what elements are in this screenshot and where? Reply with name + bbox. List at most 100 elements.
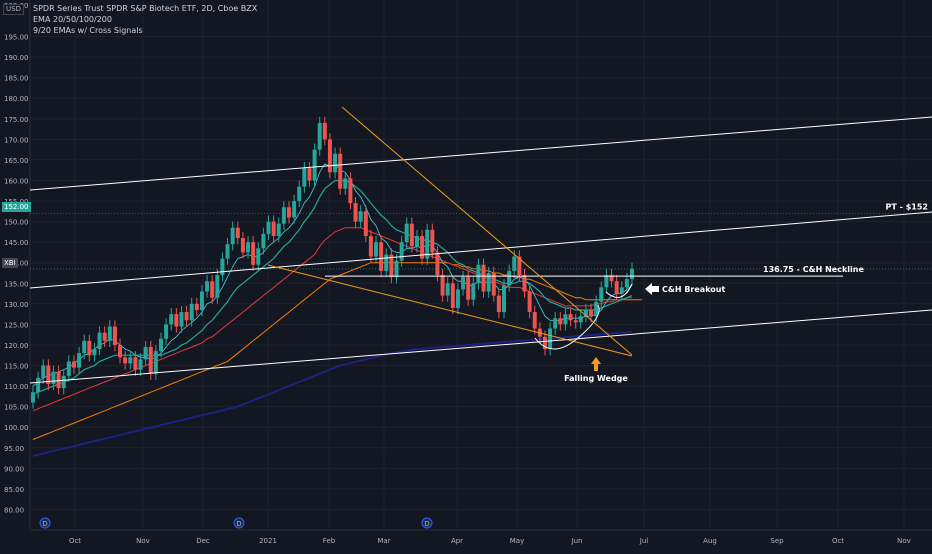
candle-body — [220, 258, 225, 276]
candle-body — [363, 211, 368, 236]
candle-body — [302, 168, 307, 187]
candle-body — [399, 242, 404, 261]
price-target-label: PT - $152 — [886, 202, 928, 211]
candle-body — [215, 275, 220, 298]
wedge-arrow-icon — [591, 357, 601, 371]
legend-title: SPDR Series Trust SPDR S&P Biotech ETF, … — [33, 4, 258, 13]
ema50-line — [32, 227, 632, 412]
candle-body — [107, 326, 112, 341]
candle-body — [276, 223, 281, 236]
candle-body — [240, 238, 245, 253]
candle-body — [374, 242, 379, 257]
candle-body — [624, 279, 629, 288]
candle-body — [425, 229, 430, 259]
candle-body — [379, 242, 384, 271]
y-tick-label: 170.00 — [4, 136, 29, 144]
candle-body — [548, 328, 553, 350]
candle-body — [594, 301, 599, 317]
ema200-line — [32, 330, 633, 457]
candle-body — [542, 336, 547, 350]
x-tick-label: May — [510, 537, 524, 545]
x-tick-label: Oct — [832, 537, 844, 545]
x-tick-label: Nov — [136, 537, 150, 545]
breakout-label: C&H Breakout — [662, 285, 725, 294]
candle-body — [414, 235, 419, 247]
wedge-lower — [267, 264, 633, 357]
candle-body — [56, 371, 61, 389]
candle-body — [225, 244, 230, 259]
y-tick-label: 110.00 — [4, 383, 29, 391]
candle-body — [261, 233, 266, 249]
x-tick-label: 2021 — [259, 537, 277, 545]
candle-body — [194, 303, 199, 311]
currency-label: USD — [3, 4, 24, 15]
y-tick-label: 175.00 — [4, 116, 29, 124]
candle-body — [36, 377, 41, 393]
candle-body — [266, 221, 271, 234]
y-tick-label: 180.00 — [4, 95, 29, 103]
candle-body — [496, 295, 501, 313]
y-tick-label: 105.00 — [4, 404, 29, 412]
ema20-line — [32, 179, 633, 395]
candle-body — [409, 223, 414, 247]
candle-body — [128, 357, 133, 364]
candle-body — [589, 310, 594, 317]
candle-body — [502, 285, 507, 313]
candle-body — [118, 344, 123, 358]
candle-body — [92, 349, 97, 356]
candle-body — [174, 314, 179, 327]
y-tick-label: 165.00 — [4, 157, 29, 165]
y-tick-label: 125.00 — [4, 321, 29, 329]
candle-body — [343, 178, 348, 189]
candle-body — [609, 275, 614, 282]
candle-body — [512, 256, 517, 271]
candle-body — [158, 338, 163, 352]
candle-body — [430, 229, 435, 253]
candle-body — [205, 281, 210, 292]
candle-body — [31, 392, 35, 403]
neckline-label: 136.75 - C&H Neckline — [763, 265, 864, 274]
candle-body — [614, 281, 619, 294]
y-tick-label: 100.00 — [4, 424, 29, 432]
y-tick-label: 135.00 — [4, 280, 29, 288]
event-marker-icon — [233, 517, 245, 529]
candle-body — [322, 122, 327, 140]
candle-body — [573, 320, 578, 323]
candle-body — [471, 283, 476, 300]
x-tick-label: Jul — [639, 537, 649, 545]
wedge-label: Falling Wedge — [564, 374, 628, 383]
candle-body — [522, 275, 527, 292]
candle-body — [61, 375, 66, 389]
candle-body — [312, 149, 317, 181]
candle-body — [455, 289, 460, 308]
candle-body — [184, 312, 189, 321]
candle-body — [297, 186, 302, 202]
candle-body — [179, 312, 184, 327]
ema100-line — [32, 262, 643, 440]
y-tick-label: 130.00 — [4, 301, 29, 309]
candle-body — [153, 351, 158, 374]
chart-legend: SPDR Series Trust SPDR S&P Biotech ETF, … — [33, 3, 257, 36]
y-tick-label: 80.00 — [4, 506, 24, 514]
event-marker-label: D — [424, 520, 429, 528]
symbol-tag: XBI — [2, 258, 18, 268]
candle-body — [230, 227, 235, 245]
candle-body — [461, 277, 466, 290]
channel-lower — [29, 309, 932, 384]
candle-body — [583, 310, 588, 317]
candle-body — [404, 223, 409, 243]
candle-body — [466, 277, 471, 300]
candle-body — [389, 254, 394, 278]
cup-curve — [534, 304, 600, 350]
candle-body — [338, 153, 343, 189]
x-tick-label: Apr — [451, 537, 463, 545]
candle-body — [476, 264, 481, 284]
x-tick-label: Mar — [377, 537, 390, 545]
candle-body — [102, 332, 107, 341]
channel-upper — [29, 116, 932, 191]
candle-body — [82, 340, 87, 354]
handle-curve — [605, 283, 633, 298]
y-tick-label: 90.00 — [4, 465, 24, 473]
y-tick-label: 95.00 — [4, 445, 24, 453]
